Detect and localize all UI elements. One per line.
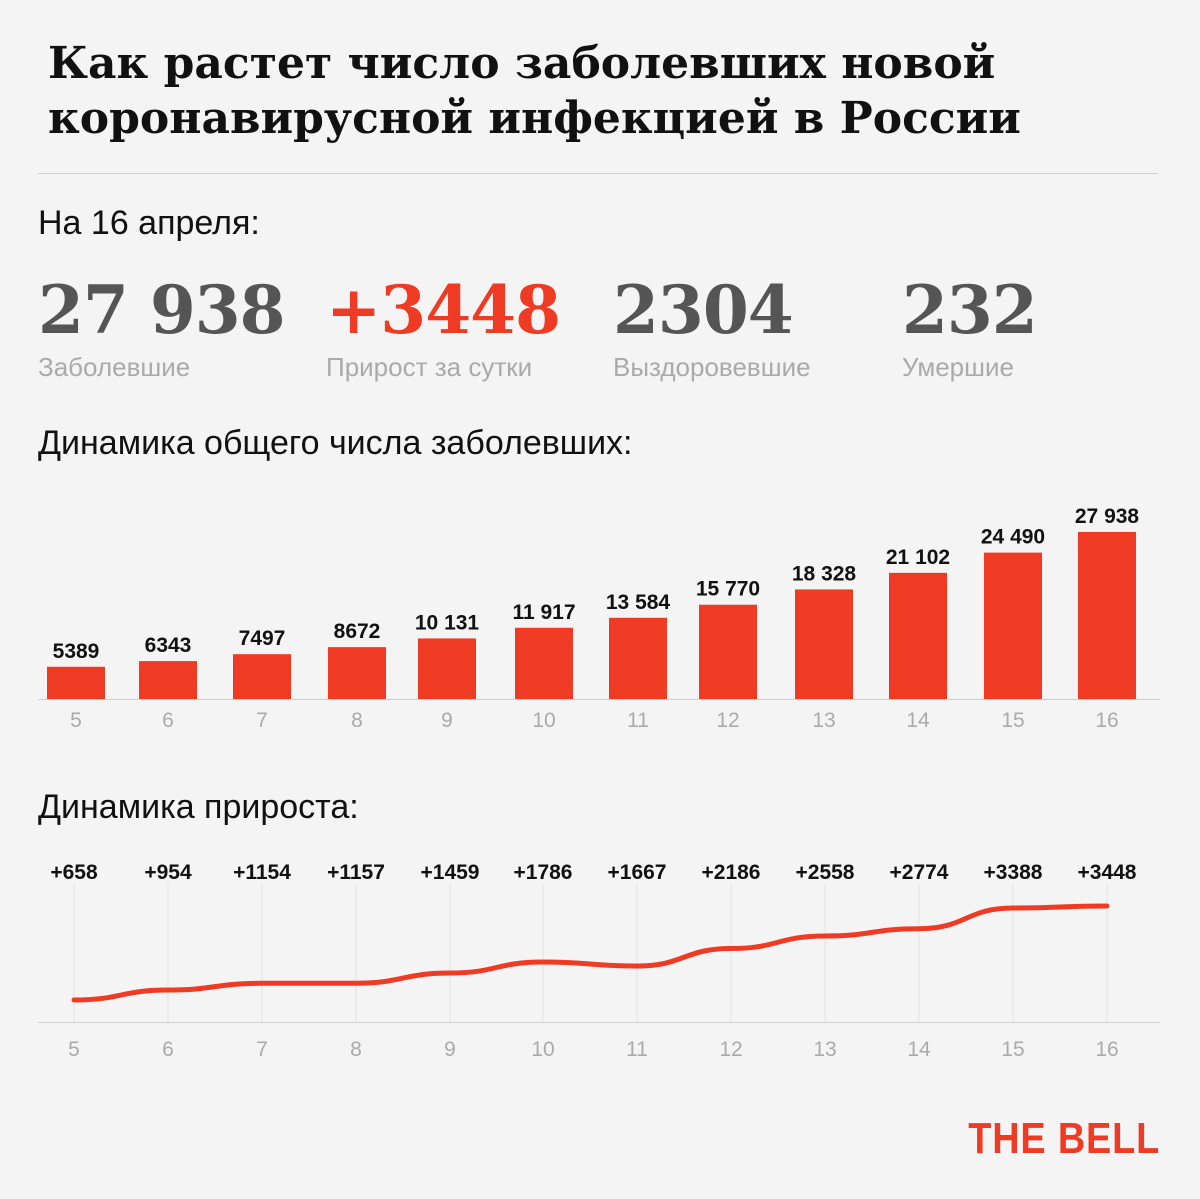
title-divider [38,173,1158,174]
x-tick-label: 7 [256,1038,268,1061]
point-value-label: +2774 [890,861,949,884]
point-value-label: +1667 [608,861,667,884]
x-tick-label: 9 [444,1038,456,1061]
page-title: Как растет число заболевших новой корона… [48,38,1021,144]
bar-value-label: 18 328 [792,562,857,585]
x-tick-label: 5 [70,709,82,732]
bar [889,572,947,699]
bar [47,666,105,699]
point-value-label: +1157 [327,861,385,884]
x-tick-label: 10 [531,1038,554,1061]
x-tick-label: 6 [162,1038,174,1061]
x-tick-label: 15 [1001,1038,1024,1061]
bar-value-label: 10 131 [415,611,480,634]
x-tick-label: 12 [719,1038,742,1061]
point-value-label: +2558 [796,861,855,884]
bar [984,552,1042,699]
total-cases-bar-chart: 5389 5 6343 6 7497 7 8672 8 10 131 9 11 917 10 13 58… [38,505,1160,732]
x-tick-label: 13 [812,709,835,732]
x-tick-label: 6 [162,709,174,732]
point-value-label: +1459 [421,861,480,884]
bar [328,647,386,699]
x-tick-label: 9 [441,709,453,732]
point-value-label: +954 [144,861,192,884]
stat-recovered: 2304 Выздоровевшие [613,270,811,383]
bar-value-label: 5389 [53,640,100,663]
x-tick-label: 15 [1001,709,1024,732]
x-tick-label: 12 [716,709,739,732]
stat-daily-increase-value: +3448 [326,271,561,349]
x-tick-label: 7 [256,709,268,732]
point-value-label: +3448 [1078,861,1137,884]
stat-daily-increase-label: Прирост за сутки [326,352,533,382]
x-tick-label: 14 [906,709,930,732]
bar [233,654,291,699]
stat-daily-increase: +3448 Прирост за сутки [326,270,561,383]
stat-cases-value: 27 938 [38,271,286,349]
bar-value-label: 8672 [334,620,381,643]
bar-value-label: 7497 [239,627,286,650]
x-tick-label: 5 [68,1038,80,1061]
bar-value-label: 21 102 [886,546,950,569]
bar-value-label: 6343 [145,634,192,657]
daily-increase-line-chart: +658 5 +954 6 +1154 7 +1157 8 +1459 9 +1786 10 +1667… [38,861,1160,1061]
x-tick-label: 11 [627,709,649,732]
bar [609,617,667,699]
bar-value-label: 24 490 [981,526,1045,549]
stat-deaths: 232 Умершие [902,270,1038,383]
x-tick-label: 14 [907,1038,931,1061]
point-value-label: +658 [50,861,98,884]
point-value-label: +3388 [984,861,1043,884]
increase-line [71,903,1110,1003]
stat-recovered-value: 2304 [613,271,794,349]
point-value-label: +1154 [233,861,291,884]
bar-value-label: 15 770 [696,578,760,601]
point-value-label: +2186 [702,861,761,884]
date-label: На 16 апреля: [38,204,260,242]
stat-cases-label: Заболевшие [38,352,191,382]
line-chart-title: Динамика прироста: [38,788,359,826]
bar [795,589,853,699]
x-tick-label: 16 [1095,1038,1118,1061]
the-bell-logo: THE BELL [968,1114,1160,1163]
bar-value-label: 27 938 [1075,505,1140,528]
point-value-label: +1786 [514,861,573,884]
bar [699,604,757,699]
x-tick-label: 11 [626,1038,648,1061]
stat-deaths-value: 232 [902,271,1038,349]
x-tick-label: 16 [1095,709,1118,732]
bar [515,627,573,699]
x-tick-label: 8 [350,1038,362,1061]
stat-deaths-label: Умершие [902,352,1014,382]
bar-value-label: 11 917 [512,601,575,624]
bar-value-label: 13 584 [606,591,671,614]
x-tick-label: 13 [813,1038,836,1061]
x-tick-label: 10 [532,709,555,732]
bar [1078,532,1136,699]
x-tick-label: 8 [351,709,363,732]
stat-recovered-label: Выздоровевшие [613,352,811,382]
bar-chart-title: Динамика общего числа заболевших: [38,424,633,462]
stat-cases: 27 938 Заболевшие [38,270,286,383]
bar [139,661,197,699]
bar [418,638,476,699]
